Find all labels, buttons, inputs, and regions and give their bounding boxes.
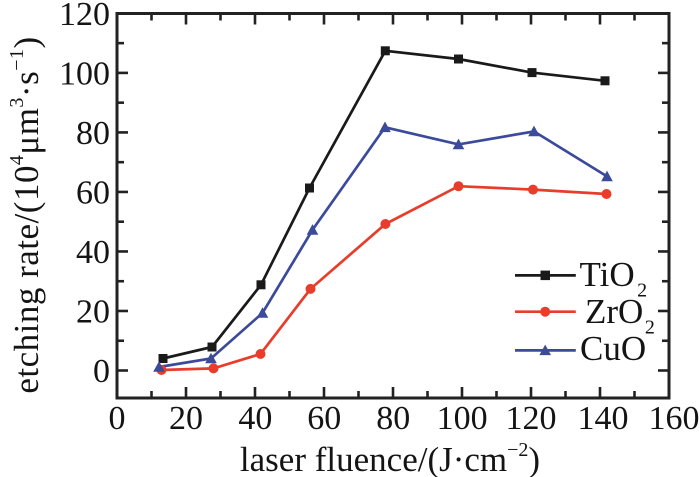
svg-text:60: 60 xyxy=(76,175,110,212)
svg-text:120: 120 xyxy=(506,400,557,437)
svg-text:80: 80 xyxy=(376,400,410,437)
svg-text:100: 100 xyxy=(437,400,488,437)
svg-text:laser fluence/(J·cm−2): laser fluence/(J·cm−2) xyxy=(240,439,540,477)
svg-text:0: 0 xyxy=(109,400,126,437)
svg-text:80: 80 xyxy=(76,115,110,152)
svg-text:100: 100 xyxy=(59,56,110,93)
svg-text:0: 0 xyxy=(93,353,110,390)
svg-text:40: 40 xyxy=(76,234,110,271)
svg-text:160: 160 xyxy=(649,400,700,437)
svg-text:40: 40 xyxy=(238,400,272,437)
svg-text:ZrO2: ZrO2 xyxy=(585,292,655,339)
svg-text:20: 20 xyxy=(169,400,203,437)
svg-text:120: 120 xyxy=(59,0,110,33)
svg-text:etching rate/(104μm3·s−1): etching rate/(104μm3·s−1) xyxy=(6,36,46,393)
svg-text:20: 20 xyxy=(76,294,110,331)
svg-text:CuO: CuO xyxy=(580,329,646,368)
svg-text:140: 140 xyxy=(578,400,629,437)
svg-text:60: 60 xyxy=(307,400,341,437)
